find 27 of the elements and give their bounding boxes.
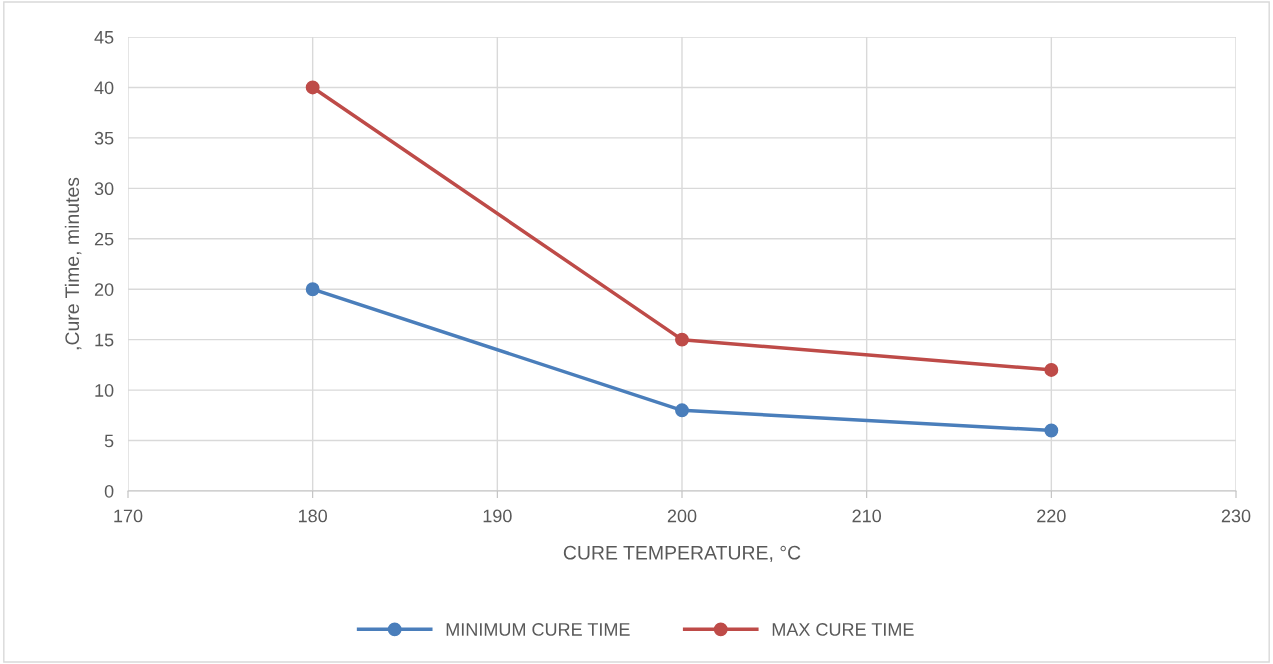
point	[1044, 362, 1059, 377]
legend-label: MINIMUM CURE TIME	[446, 623, 630, 636]
y-tick-label: 0	[104, 484, 114, 498]
y-tick-label: 20	[94, 283, 114, 296]
x-tick-label: 180	[298, 509, 328, 523]
x-tick-label: 170	[114, 509, 143, 523]
point	[305, 80, 320, 95]
y-tick-label: 30	[94, 182, 114, 196]
point	[675, 332, 689, 347]
point	[305, 282, 320, 297]
y-tick-label: 45	[94, 31, 114, 44]
y-tick-label: 40	[94, 81, 114, 95]
x-tick-label: 210	[852, 509, 882, 523]
y-tick-label: 25	[94, 232, 114, 246]
y-tick-label: 15	[95, 333, 114, 347]
x-tick-label: 230	[1221, 509, 1251, 523]
x-axis-title: CURE TEMPERATURE, °C	[563, 545, 801, 562]
x-tick-label: 220	[1037, 509, 1066, 523]
point	[675, 403, 689, 418]
x-tick-label: 200	[667, 509, 697, 523]
y-axis-title: ,Cure Time, minutes	[64, 177, 82, 350]
x-tick-label: 190	[483, 509, 512, 523]
legend-label: MAX CURE TIME	[772, 623, 914, 636]
point	[1044, 423, 1059, 438]
y-tick-label: 10	[95, 384, 114, 397]
y-tick-label: 5	[104, 434, 114, 448]
y-tick-label: 35	[94, 131, 114, 145]
